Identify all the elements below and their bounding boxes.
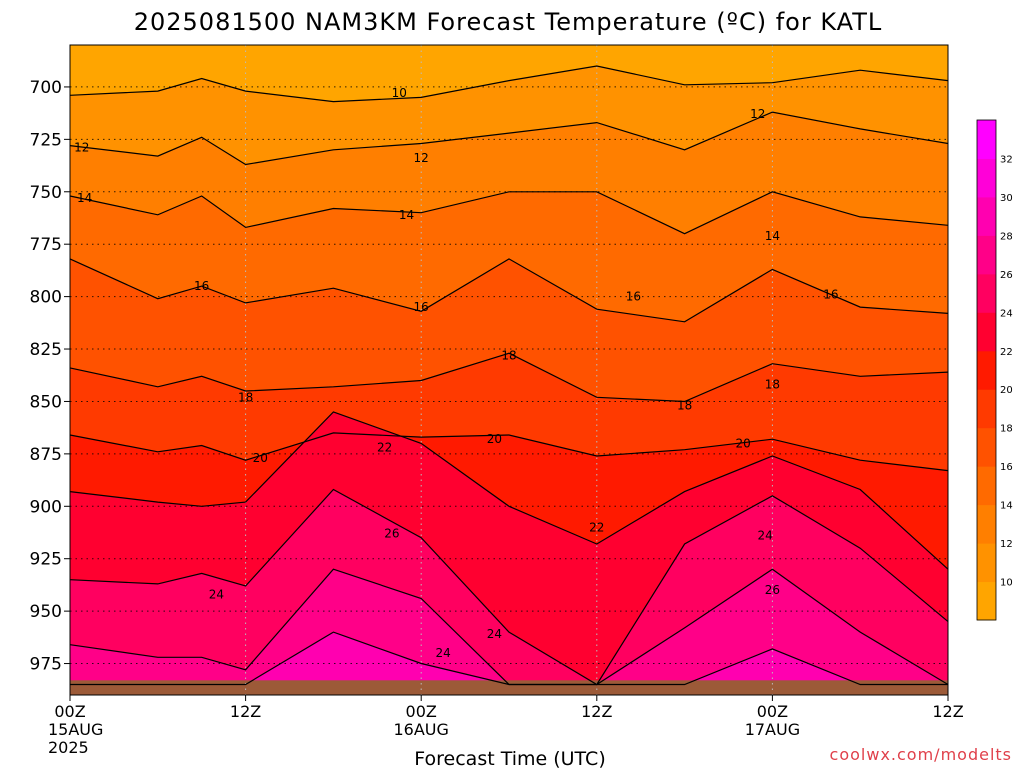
y-axis: 700 725 750 775 800 825 850 875 900 925 950 975 <box>30 78 70 675</box>
contour-label-17: 20 <box>735 436 750 450</box>
contour-label-1: 12 <box>74 141 89 155</box>
colorbar-label-26: 26 <box>1000 270 1013 281</box>
contour-label-19: 22 <box>589 520 604 534</box>
colorbar-swatch-4 <box>977 427 996 467</box>
colorbar-swatch-7 <box>977 312 996 352</box>
x-axis-label: Forecast Time (UTC) <box>414 748 605 768</box>
y-tick-label-700: 700 <box>30 78 62 98</box>
colorbar-label-28: 28 <box>1000 231 1013 242</box>
y-tick-label-775: 775 <box>30 235 62 255</box>
temperature-fill <box>70 45 948 696</box>
colorbar-swatch-2 <box>977 504 996 544</box>
colorbar-swatch-5 <box>977 389 996 429</box>
colorbar-swatch-6 <box>977 350 996 390</box>
contour-label-8: 16 <box>414 300 429 314</box>
credit-text: coolwx.com/modelts <box>830 745 1012 764</box>
colorbar-label-10: 10 <box>1000 578 1013 589</box>
contour-label-10: 16 <box>823 288 838 302</box>
contour-label-24: 26 <box>384 527 399 541</box>
colorbar-swatch-1 <box>977 543 996 583</box>
ground-surface <box>70 680 948 695</box>
x-tick-label-12-0: 12Z <box>230 702 261 721</box>
contour-label-18: 22 <box>377 441 392 455</box>
y-tick-label-750: 750 <box>30 183 62 203</box>
colorbar-label-12: 12 <box>1000 539 1013 550</box>
x-tick-label-24-0: 00Z <box>406 702 437 721</box>
contour-labels: 10 12 12 12 14 14 14 16 16 16 16 18 18 18 18 20 20 20 22 22… <box>74 86 839 660</box>
colorbar-label-18: 18 <box>1000 424 1013 435</box>
x-tick-label-48-0: 00Z <box>757 702 788 721</box>
y-tick-label-975: 975 <box>30 655 62 675</box>
plot-frame <box>69 44 949 696</box>
contour-18 <box>69 352 949 403</box>
chart-title: 2025081500 NAM3KM Forecast Temperature (… <box>134 8 883 36</box>
colorbar-swatch-9 <box>977 235 996 275</box>
colorbar-label-16: 16 <box>1000 462 1013 473</box>
x-tick-label-36-0: 12Z <box>581 702 612 721</box>
colorbar-swatch-3 <box>977 466 996 506</box>
contour-label-15: 20 <box>253 451 268 465</box>
y-tick-label-925: 925 <box>30 550 62 570</box>
x-tick-label-0-2: 2025 <box>48 738 89 757</box>
colorbar-frame <box>976 119 997 621</box>
colorbar-label-22: 22 <box>1000 347 1013 358</box>
contour-label-7: 16 <box>194 279 209 293</box>
y-tick-label-875: 875 <box>30 445 62 465</box>
x-tick-label-60-0: 12Z <box>932 702 963 721</box>
contour-label-20: 24 <box>209 587 224 601</box>
contour-26 <box>69 568 949 686</box>
colorbar-label-20: 20 <box>1000 385 1013 396</box>
contour-22 <box>69 411 949 570</box>
y-tick-label-825: 825 <box>30 340 62 360</box>
contour-label-23: 24 <box>757 529 772 543</box>
contour-label-6: 14 <box>765 229 780 243</box>
y-tick-label-950: 950 <box>30 602 62 622</box>
x-tick-label-0-1: 15AUG <box>48 720 103 739</box>
contour-label-16: 20 <box>487 432 502 446</box>
contour-24 <box>69 488 949 686</box>
contour-12 <box>69 111 949 166</box>
fill-band-28 <box>70 632 948 695</box>
grid-lines <box>70 45 948 695</box>
colorbar: 10 12 14 16 18 20 22 24 26 28 30 32 <box>976 119 1013 621</box>
isotherm-contours <box>69 65 949 686</box>
contour-14 <box>69 191 949 235</box>
x-tick-label-48-1: 17AUG <box>745 720 800 739</box>
colorbar-swatch-0 <box>977 581 996 621</box>
contour-label-9: 16 <box>626 290 641 304</box>
contour-label-4: 14 <box>77 191 92 205</box>
y-tick-label-800: 800 <box>30 288 62 308</box>
contour-label-12: 18 <box>501 348 516 362</box>
colorbar-label-32: 32 <box>1000 154 1013 165</box>
colorbar-label-14: 14 <box>1000 501 1013 512</box>
contour-label-21: 24 <box>487 627 502 641</box>
colorbar-swatch-11 <box>977 158 996 198</box>
x-tick-label-24-1: 16AUG <box>393 720 448 739</box>
contour-16 <box>69 258 949 323</box>
contour-28 <box>70 631 948 686</box>
contour-10 <box>69 65 949 103</box>
x-tick-label-0-0: 00Z <box>54 702 85 721</box>
colorbar-swatch-10 <box>977 196 996 236</box>
contour-20 <box>69 432 949 472</box>
ground-band <box>70 680 948 695</box>
contour-label-22: 24 <box>436 646 451 660</box>
contour-label-0: 10 <box>392 86 407 100</box>
contour-label-2: 12 <box>414 151 429 165</box>
colorbar-swatch-8 <box>977 273 996 313</box>
y-tick-label-900: 900 <box>30 497 62 517</box>
contour-label-13: 18 <box>677 399 692 413</box>
contour-label-25: 26 <box>765 583 780 597</box>
colorbar-label-30: 30 <box>1000 193 1013 204</box>
colorbar-swatch-12 <box>977 120 996 159</box>
y-tick-label-850: 850 <box>30 392 62 412</box>
y-tick-label-725: 725 <box>30 130 62 150</box>
colorbar-label-24: 24 <box>1000 308 1013 319</box>
contour-label-5: 14 <box>399 208 414 222</box>
contour-label-11: 18 <box>238 390 253 404</box>
contour-label-14: 18 <box>765 378 780 392</box>
contour-label-3: 12 <box>750 107 765 121</box>
